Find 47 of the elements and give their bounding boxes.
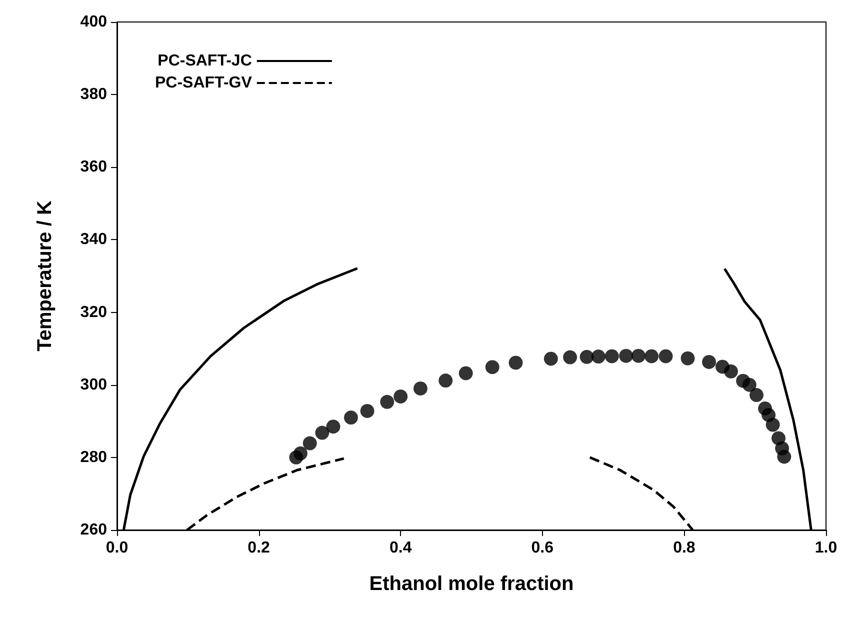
point — [563, 350, 578, 364]
point — [742, 378, 756, 392]
point — [750, 388, 764, 402]
y-axis-title: Temperature / K — [34, 200, 56, 352]
point — [619, 348, 634, 363]
point — [394, 389, 408, 404]
y-tick-label: 260 — [80, 522, 108, 538]
point — [508, 356, 523, 370]
point — [604, 349, 619, 364]
point — [766, 418, 780, 432]
point — [485, 360, 500, 374]
point — [302, 436, 317, 450]
y-tick-label: 360 — [80, 158, 108, 176]
point — [702, 355, 716, 369]
point — [580, 350, 594, 364]
point — [777, 450, 792, 464]
point — [544, 352, 558, 366]
point — [315, 426, 330, 440]
x-tick-label: 0.4 — [389, 540, 412, 556]
point — [380, 394, 394, 409]
x-tick-label: 0.6 — [531, 540, 554, 556]
point — [658, 349, 673, 364]
y-tick-label: 300 — [80, 376, 108, 394]
y-tick-label: 280 — [80, 448, 108, 466]
point — [360, 404, 374, 418]
point — [680, 351, 695, 366]
point — [294, 446, 308, 460]
x-tick-label: 0.8 — [673, 540, 696, 556]
y-tick-label: 380 — [80, 86, 108, 104]
legend-label: PC-SAFT-JC — [158, 52, 252, 70]
point — [644, 349, 659, 364]
x-axis-title: Ethanol mole fraction — [369, 573, 574, 595]
legend-label: PC-SAFT-GV — [155, 74, 252, 92]
point — [591, 350, 606, 364]
y-tick-label: 320 — [80, 304, 108, 321]
x-tick-label: 0.0 — [106, 540, 128, 556]
x-tick-label: 0.2 — [248, 540, 270, 556]
point — [724, 364, 738, 378]
point — [631, 348, 646, 363]
x-tick-label: 1.0 — [814, 540, 838, 556]
y-tick-label: 400 — [80, 14, 108, 30]
point — [413, 381, 428, 396]
y-tick-label: 340 — [80, 231, 108, 248]
point — [438, 374, 453, 388]
point — [326, 420, 340, 434]
point — [458, 366, 473, 380]
point — [344, 410, 358, 425]
